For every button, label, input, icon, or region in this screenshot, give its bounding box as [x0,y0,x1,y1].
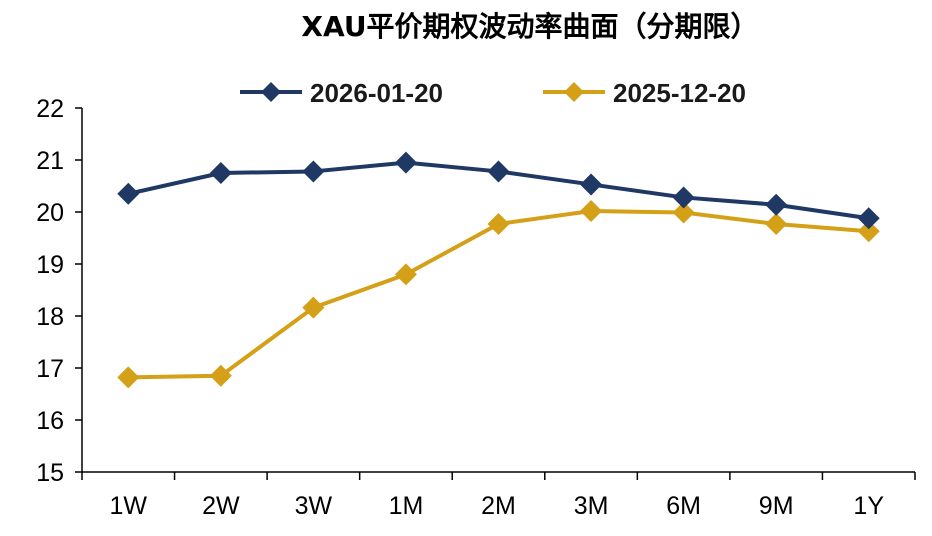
data-point-0-8 [857,207,880,230]
x-tick-label: 1Y [853,492,884,520]
y-tick-label: 18 [36,303,64,331]
legend-swatch-marker [564,82,584,102]
legend-label: 2026-01-20 [310,78,443,108]
data-point-1-5 [580,199,603,222]
data-point-0-4 [487,160,510,183]
series-1 [117,199,880,389]
series-layer [117,151,880,389]
data-point-0-6 [672,186,695,209]
x-tick-label: 9M [759,492,794,520]
data-point-1-4 [487,212,510,235]
data-point-1-8 [857,220,880,243]
legend-item-1: 2025-12-20 [543,78,746,108]
legend-item-0: 2026-01-20 [240,78,443,108]
y-tick-label: 17 [36,355,64,383]
legend-label: 2025-12-20 [613,78,746,108]
data-point-0-0 [117,182,140,205]
x-tick-label: 2M [481,492,516,520]
data-point-1-7 [765,212,788,235]
x-tick-label: 3W [295,492,333,520]
x-tick-label: 3M [574,492,609,520]
data-point-1-6 [672,201,695,224]
series-line-1 [126,208,871,380]
data-point-1-1 [209,364,232,387]
x-tick-label: 1M [389,492,424,520]
x-tick-label: 6M [666,492,701,520]
data-point-0-2 [302,160,325,183]
legend-swatch-marker [261,82,281,102]
y-tick-label: 16 [36,407,64,435]
data-point-0-1 [209,162,232,184]
y-tick-label: 15 [36,459,64,487]
y-tick-label: 22 [36,95,64,123]
data-point-1-2 [302,296,325,319]
axes: 15 16 17 18 19 20 21 22 1W 2W 3W 1M 2M 3M 6M 9M 1Y [36,95,916,520]
data-point-0-7 [765,193,788,216]
data-point-0-5 [580,173,603,196]
y-tick-label: 20 [36,199,64,227]
series-0 [117,151,880,230]
x-tick-label: 1W [110,492,148,520]
x-tick-label: 2W [202,492,240,520]
data-point-0-3 [394,151,417,174]
y-tick-label: 19 [36,251,64,279]
chart-title: XAU平价期权波动率曲面（分期限） [301,10,758,43]
data-point-1-0 [117,366,140,389]
data-point-1-3 [394,263,417,286]
y-tick-label: 21 [36,147,64,175]
legend: 2026-01-20 2025-12-20 [240,78,746,108]
